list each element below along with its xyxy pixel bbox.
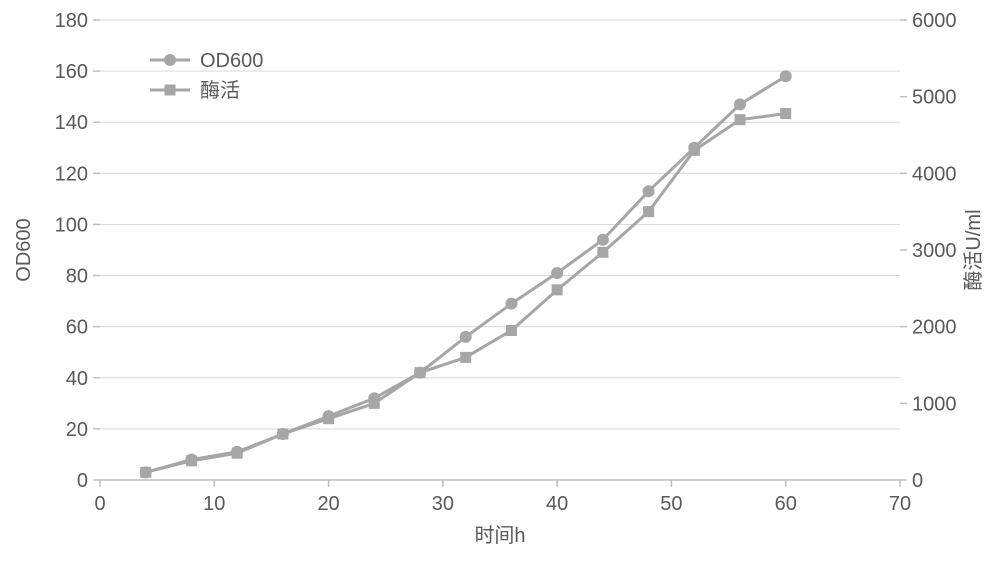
series-marker-square (597, 247, 608, 258)
y-right-tick-label: 0 (912, 470, 923, 492)
chart-container: 0102030405060700204060801001201401601800… (0, 0, 1000, 579)
y-left-tick-label: 0 (77, 470, 88, 492)
y-right-tick-label: 1000 (912, 393, 957, 415)
x-tick-label: 0 (94, 493, 105, 515)
series-marker-circle (551, 267, 563, 279)
y-right-tick-label: 5000 (912, 87, 957, 109)
series-marker-circle (460, 331, 472, 343)
y-right-tick-label: 2000 (912, 317, 957, 339)
y-left-tick-label: 20 (66, 419, 88, 441)
x-tick-label: 50 (660, 493, 682, 515)
series-marker-square (643, 206, 654, 217)
y-left-tick-label: 60 (66, 317, 88, 339)
legend-marker-circle (164, 54, 176, 66)
series-marker-square (780, 108, 791, 119)
series-marker-circle (780, 70, 792, 82)
series-marker-square (369, 398, 380, 409)
y-left-tick-label: 140 (55, 112, 88, 134)
y-right-axis-label: 酶活U/ml (962, 209, 985, 290)
series-marker-square (552, 284, 563, 295)
y-left-axis-label: OD600 (13, 218, 35, 281)
y-left-tick-label: 120 (55, 163, 88, 185)
series-marker-square (460, 352, 471, 363)
x-tick-label: 10 (203, 493, 225, 515)
y-left-tick-label: 80 (66, 266, 88, 288)
y-right-tick-label: 3000 (912, 240, 957, 262)
y-left-tick-label: 100 (55, 214, 88, 236)
y-right-tick-label: 6000 (912, 10, 957, 32)
series-line-0 (146, 76, 786, 472)
y-right-tick-label: 4000 (912, 163, 957, 185)
legend-label: OD600 (200, 50, 263, 72)
series-marker-square (689, 145, 700, 156)
legend-marker-square (165, 85, 176, 96)
x-tick-label: 60 (775, 493, 797, 515)
y-left-tick-label: 180 (55, 10, 88, 32)
y-left-tick-label: 160 (55, 61, 88, 83)
series-marker-circle (597, 234, 609, 246)
series-marker-square (735, 114, 746, 125)
legend-label: 酶活 (200, 79, 240, 102)
series-marker-square (506, 325, 517, 336)
x-tick-label: 70 (889, 493, 911, 515)
x-tick-label: 20 (317, 493, 339, 515)
series-marker-square (186, 455, 197, 466)
y-left-tick-label: 40 (66, 368, 88, 390)
series-marker-square (232, 448, 243, 459)
x-tick-label: 30 (432, 493, 454, 515)
series-line-1 (146, 114, 786, 473)
series-marker-circle (505, 298, 517, 310)
series-marker-square (140, 467, 151, 478)
series-marker-circle (734, 98, 746, 110)
x-tick-label: 40 (546, 493, 568, 515)
series-marker-square (323, 413, 334, 424)
x-axis-label: 时间h (474, 524, 525, 547)
series-marker-square (415, 367, 426, 378)
dual-axis-line-chart: 0102030405060700204060801001201401601800… (0, 0, 1000, 579)
series-marker-square (277, 429, 288, 440)
series-marker-circle (643, 185, 655, 197)
